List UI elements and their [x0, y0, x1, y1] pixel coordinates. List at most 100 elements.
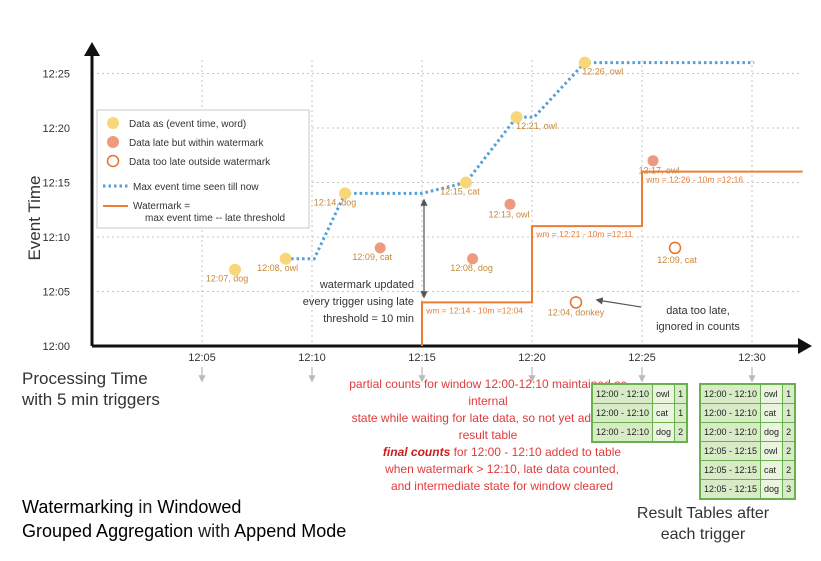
watermark-label: wm = 12:14 - 10m =12:04	[425, 305, 523, 315]
window-cell: 12:00 - 12:10	[699, 422, 762, 442]
data-point-on-time	[229, 263, 241, 276]
legend-late-icon	[107, 136, 119, 148]
data-points: 12:07, dog 12:08, owl 12:14, dog 12:09, cat…	[206, 56, 697, 317]
watermark-line	[421, 170, 803, 346]
diagram-title: Watermarking in Windowed Grouped Aggrega…	[22, 495, 346, 543]
word-cell: cat	[652, 403, 676, 423]
result-row: 12:00 - 12:10 dog 2	[699, 422, 796, 442]
data-point-label: 12:09, cat	[657, 255, 697, 265]
word-cell: dog	[760, 422, 784, 442]
data-point-label: 12:09, cat	[352, 252, 392, 262]
title-with: with	[193, 521, 235, 541]
window-cell: 12:00 - 12:10	[591, 422, 654, 443]
result-row: 12:00 - 12:10 cat 1	[699, 403, 796, 423]
word-cell: cat	[760, 460, 784, 480]
data-point-label: 12:26, owl	[582, 67, 623, 77]
count-cell: 3	[782, 479, 796, 500]
annotation-data-too-late-2: ignored in counts	[656, 321, 740, 333]
x-tick-label: 12:20	[518, 352, 546, 364]
window-cell: 12:05 - 12:15	[699, 441, 762, 461]
partial-counts-note: partial counts for window 12:00-12:10 ma…	[338, 376, 638, 444]
y-tick-label: 12:15	[42, 178, 70, 190]
word-cell: owl	[760, 441, 784, 461]
result-tables-caption-line-2: each trigger	[660, 526, 746, 543]
final-note-line-2: when watermark > 12:10, late data counte…	[385, 462, 619, 476]
x-axis-label-line-1: Processing Time	[22, 369, 148, 388]
watermark-label: wm = 12:21 - 10m =12:11	[535, 229, 633, 239]
title-line-2: Grouped Aggregation with Append Mode	[22, 519, 346, 543]
count-cell: 2	[782, 422, 796, 442]
x-axis-label-line-2: with 5 min triggers	[22, 390, 160, 409]
final-counts-note: final counts for 12:00 - 12:10 added to …	[352, 444, 652, 495]
y-tick-label: 12:00	[42, 341, 70, 353]
data-point-label: 12:21, owl	[516, 121, 557, 131]
y-tick-label: 12:20	[42, 123, 70, 135]
result-row: 12:05 - 12:15 dog 3	[699, 479, 796, 500]
x-axis-label: Processing Time with 5 min triggers	[22, 368, 160, 410]
data-point-on-time	[460, 176, 472, 189]
legend-too-late-icon	[106, 154, 120, 168]
watermark-labels: wm = 12:14 - 10m =12:04 wm = 12:21 - 10m …	[425, 175, 743, 316]
count-cell: 2	[782, 460, 796, 480]
data-point-on-time	[339, 187, 351, 200]
result-row: 12:00 - 12:10 owl 1	[699, 383, 796, 404]
count-cell: 1	[674, 403, 688, 423]
data-point-on-time	[578, 56, 591, 69]
data-point-on-time	[279, 252, 292, 265]
count-cell: 1	[782, 383, 796, 404]
window-cell: 12:00 - 12:10	[699, 383, 762, 404]
y-tick-label: 12:10	[42, 232, 70, 244]
annotation-watermark-updated-2: every trigger using late	[303, 296, 414, 308]
result-table-1: 12:00 - 12:10 owl 1 12:00 - 12:10 cat 1 12:00 …	[591, 383, 689, 443]
legend-on-time-icon	[107, 117, 119, 129]
data-point-label: 12:17, owl	[638, 166, 679, 176]
data-point-label: 12:13, owl	[488, 209, 529, 219]
data-point-label: 12:08, dog	[450, 263, 493, 273]
result-row: 12:00 - 12:10 owl 1	[591, 383, 688, 404]
annotation-data-too-late-1: data too late,	[666, 305, 730, 317]
window-cell: 12:00 - 12:10	[591, 403, 654, 423]
data-point-label: 12:15, cat	[440, 187, 480, 197]
x-tick-label: 12:10	[298, 352, 326, 364]
watermark-label: wm = 12:26 - 10m =12:16	[645, 175, 743, 185]
result-tables-caption-line-1: Result Tables after	[636, 505, 770, 522]
count-cell: 1	[674, 383, 688, 404]
final-note-line-3: and intermediate state for window cleare…	[390, 479, 614, 493]
title-word-grouped-aggregation: Grouped Aggregation	[22, 521, 194, 541]
window-cell: 12:05 - 12:15	[699, 479, 762, 500]
word-cell: owl	[652, 383, 676, 404]
word-cell: owl	[760, 383, 784, 404]
data-point-late	[504, 198, 516, 210]
data-point-label: 12:08, owl	[257, 263, 298, 273]
count-cell: 2	[782, 441, 796, 461]
partial-note-line-2: state while waiting for late data, so no…	[351, 411, 625, 442]
data-point-too-late	[569, 296, 583, 309]
x-tick-label: 12:25	[628, 352, 656, 364]
final-note-rest: for 12:00 - 12:10 added to table	[450, 445, 622, 459]
x-tick-label: 12:05	[188, 352, 216, 364]
word-cell: dog	[760, 479, 784, 500]
y-axis-label-text: Event Time	[25, 175, 44, 261]
data-point-late	[374, 242, 386, 254]
y-axis-arrowhead	[84, 42, 100, 56]
window-cell: 12:05 - 12:15	[699, 460, 762, 480]
legend-box	[96, 109, 310, 229]
legend-item-5: max event time -- late threshold	[145, 213, 285, 224]
result-row: 12:05 - 12:15 owl 2	[699, 441, 796, 461]
data-point-late	[647, 155, 659, 167]
grid-lines	[92, 60, 800, 346]
legend-item-2: Data too late outside watermark	[129, 157, 271, 168]
data-point-label: 12:04, donkey	[548, 307, 605, 317]
count-cell: 1	[782, 403, 796, 423]
x-tick-label: 12:15	[408, 352, 436, 364]
result-row: 12:00 - 12:10 dog 2	[591, 422, 688, 443]
legend-item-4: Watermark =	[133, 201, 190, 212]
annotation-watermark-updated-1: watermark updated	[319, 279, 414, 291]
data-point-late	[467, 253, 479, 265]
result-table-2: 12:00 - 12:10 owl 1 12:00 - 12:10 cat 1 12:00 …	[699, 383, 797, 500]
window-cell: 12:00 - 12:10	[699, 403, 762, 423]
data-point-label: 12:07, dog	[206, 274, 249, 284]
title-word-watermarking: Watermarking	[22, 497, 134, 517]
final-note-bold: final counts	[382, 445, 451, 459]
